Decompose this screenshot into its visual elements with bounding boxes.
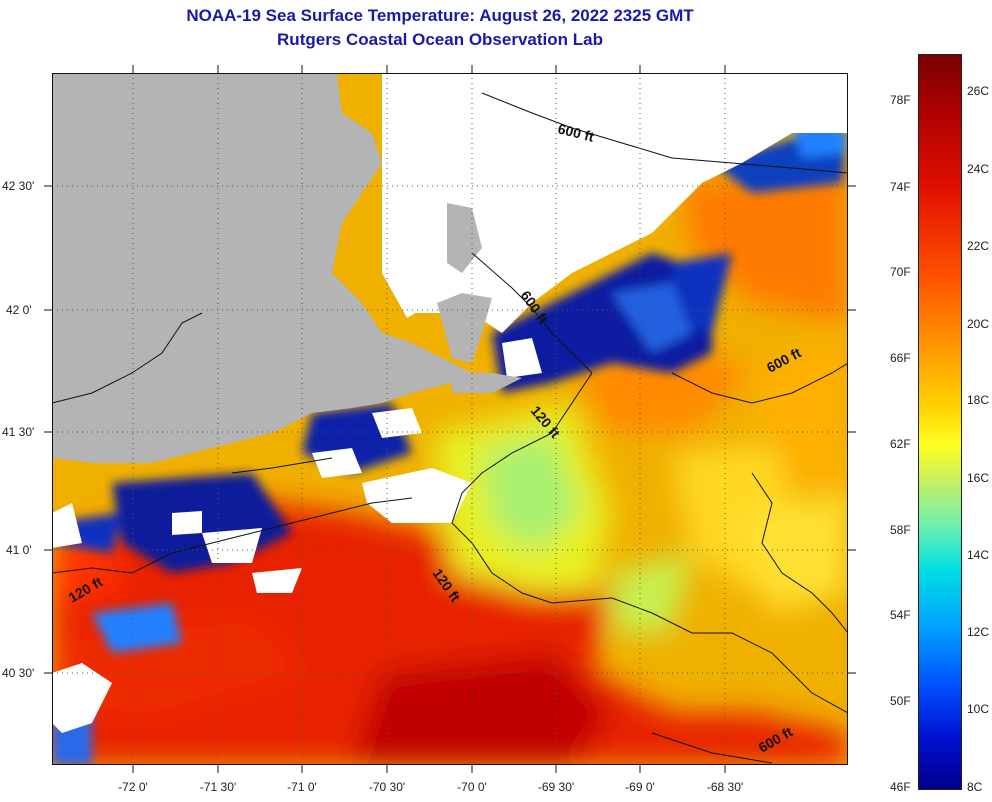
- lon-label: -69 30': [537, 780, 575, 794]
- lon-label: -70 30': [368, 780, 406, 794]
- fahrenheit-tick: 46F: [890, 780, 911, 794]
- lat-label: 42 0': [6, 303, 32, 317]
- bathymetry-contours: [52, 92, 848, 764]
- celsius-tick: 24C: [967, 162, 990, 176]
- fahrenheit-tick: 66F: [890, 351, 911, 365]
- graticule: [52, 73, 848, 765]
- celsius-tick: 26C: [967, 84, 990, 98]
- fahrenheit-tick: 54F: [890, 608, 911, 622]
- celsius-tick: 22C: [967, 239, 990, 253]
- sst-map: 600 ft 600 ft 600 ft 600 ft 120 ft 120 f…: [52, 73, 848, 765]
- lon-label: -72 0': [118, 780, 148, 794]
- lat-label: 40 30': [2, 666, 35, 680]
- fahrenheit-tick: 74F: [890, 180, 911, 194]
- temperature-colorbar: [918, 54, 962, 790]
- celsius-tick: 14C: [967, 548, 990, 562]
- celsius-tick: 16C: [967, 471, 990, 485]
- map-subtitle: Rutgers Coastal Ocean Observation Lab: [277, 30, 603, 49]
- lat-label: 41 0': [6, 543, 32, 557]
- fahrenheit-tick: 62F: [890, 437, 911, 451]
- fahrenheit-tick: 70F: [890, 265, 911, 279]
- lon-label: -69 0': [625, 780, 655, 794]
- celsius-tick: 12C: [967, 625, 990, 639]
- lon-label: -71 0': [287, 780, 317, 794]
- map-title: NOAA-19 Sea Surface Temperature: August …: [186, 6, 694, 25]
- lat-label: 42 30': [2, 179, 35, 193]
- celsius-tick: 8C: [967, 780, 983, 794]
- lon-label: -68 30': [706, 780, 744, 794]
- celsius-tick: 10C: [967, 702, 990, 716]
- fahrenheit-tick: 50F: [890, 694, 911, 708]
- fahrenheit-tick: 78F: [890, 93, 911, 107]
- celsius-tick: 20C: [967, 317, 990, 331]
- lon-label: -71 30': [199, 780, 237, 794]
- fahrenheit-tick: 58F: [890, 523, 911, 537]
- lat-label: 41 30': [2, 425, 35, 439]
- celsius-tick: 18C: [967, 393, 990, 407]
- lon-label: -70 0': [457, 780, 487, 794]
- land-mass: [52, 73, 472, 463]
- sst-field: [52, 73, 848, 765]
